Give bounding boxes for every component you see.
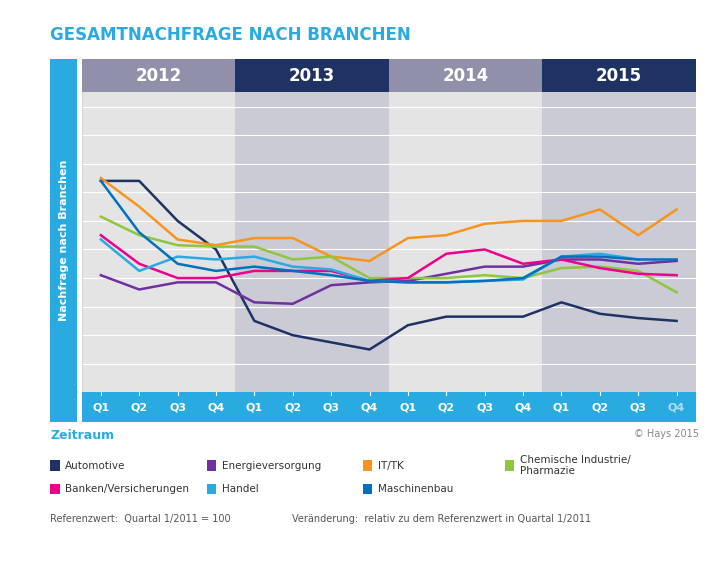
Bar — [235, 92, 389, 392]
Text: Nachfrage nach Branchen: Nachfrage nach Branchen — [59, 160, 69, 321]
Text: Q4: Q4 — [668, 402, 685, 413]
Text: Q2: Q2 — [591, 402, 608, 413]
Text: 2013: 2013 — [289, 66, 335, 85]
Text: Energieversorgung: Energieversorgung — [222, 460, 321, 471]
Text: 2015: 2015 — [596, 66, 642, 85]
Text: Maschinenbau: Maschinenbau — [378, 484, 453, 494]
Text: © Hays 2015: © Hays 2015 — [634, 429, 699, 439]
Text: Q4: Q4 — [207, 402, 224, 413]
Text: Q1: Q1 — [246, 402, 263, 413]
Text: Chemische Industrie/
Pharmazie: Chemische Industrie/ Pharmazie — [520, 455, 630, 477]
Text: Q2: Q2 — [438, 402, 455, 413]
Text: Q2: Q2 — [131, 402, 148, 413]
Text: Banken/Versicherungen: Banken/Versicherungen — [65, 484, 190, 494]
Text: Zeitraum: Zeitraum — [50, 429, 114, 443]
Text: Q2: Q2 — [284, 402, 301, 413]
Text: Q1: Q1 — [92, 402, 109, 413]
Bar — [389, 92, 542, 392]
Text: Q1: Q1 — [553, 402, 570, 413]
Text: 2012: 2012 — [136, 66, 182, 85]
Text: Q3: Q3 — [630, 402, 647, 413]
Text: GESAMTNACHFRAGE NACH BRANCHEN: GESAMTNACHFRAGE NACH BRANCHEN — [50, 27, 411, 44]
Text: Q4: Q4 — [515, 402, 532, 413]
Bar — [82, 92, 235, 392]
Text: Q3: Q3 — [476, 402, 493, 413]
Text: Referenzwert:  Quartal 1/2011 = 100: Referenzwert: Quartal 1/2011 = 100 — [50, 514, 231, 523]
Text: Q1: Q1 — [399, 402, 417, 413]
Text: 2014: 2014 — [442, 66, 488, 85]
Text: Veränderung:  relativ zu dem Referenzwert in Quartal 1/2011: Veränderung: relativ zu dem Referenzwert… — [292, 514, 591, 523]
Text: Q4: Q4 — [361, 402, 378, 413]
Bar — [542, 92, 696, 392]
Text: Q3: Q3 — [169, 402, 186, 413]
Text: IT/TK: IT/TK — [378, 460, 403, 471]
Text: Q3: Q3 — [322, 402, 339, 413]
Text: Automotive: Automotive — [65, 460, 126, 471]
Text: Handel: Handel — [222, 484, 258, 494]
